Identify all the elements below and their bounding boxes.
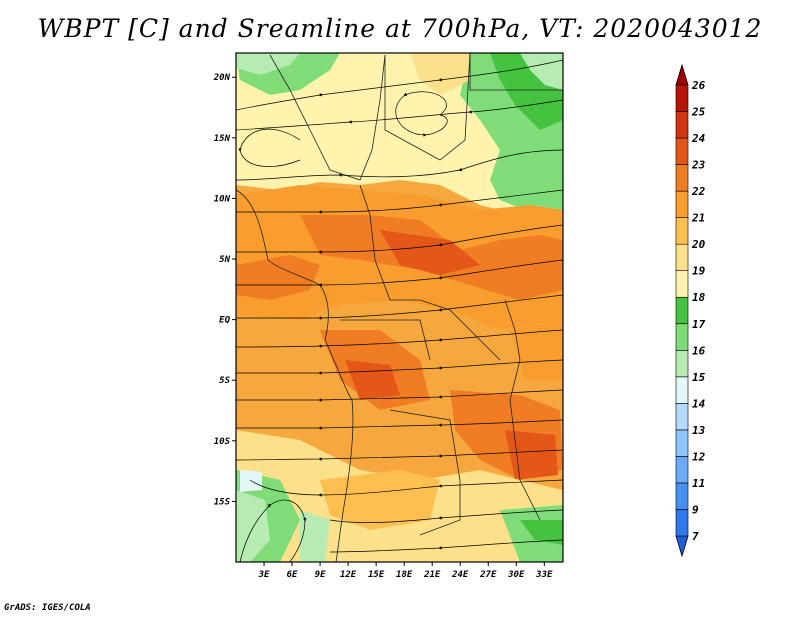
wbpt-shading xyxy=(236,53,563,562)
colorbar-swatch xyxy=(675,296,689,325)
lat-tick-label: 5N xyxy=(219,255,230,265)
lat-tick-label: 10N xyxy=(214,194,231,204)
lat-tick-label: 15S xyxy=(214,497,231,507)
colorbar-label: 21 xyxy=(691,212,705,225)
lat-tick-label: 15N xyxy=(214,134,231,144)
colorbar-swatch xyxy=(675,456,689,484)
chart-title: WBPT [C] and Sreamline at 700hPa, VT: 20… xyxy=(37,14,763,43)
colorbar-swatch xyxy=(675,482,689,510)
colorbar-swatch xyxy=(675,190,689,218)
colorbar-swatch xyxy=(675,243,689,272)
lon-tick-label: 15E xyxy=(368,570,385,580)
colorbar-label: 23 xyxy=(691,159,706,172)
lat-tick-label: 20N xyxy=(213,73,231,83)
lon-tick-label: 21E xyxy=(423,570,441,580)
lat-tick-label: 10S xyxy=(214,437,231,447)
grads-credit: GrADS: IGES/COLA xyxy=(4,603,91,613)
lon-tick-label: 3E xyxy=(258,570,270,580)
colorbar-swatch xyxy=(675,349,689,378)
lat-tick-label: EQ xyxy=(219,316,230,326)
colorbar-label: 16 xyxy=(692,344,706,357)
colorbar-swatch xyxy=(675,111,689,139)
colorbar-swatch xyxy=(675,217,689,245)
colorbar-label: 12 xyxy=(692,450,706,463)
map-frame xyxy=(235,52,564,563)
colorbar-swatch xyxy=(675,84,689,112)
colorbar-swatch xyxy=(675,429,689,457)
colorbar-label: 18 xyxy=(692,291,706,304)
latitude-axis: 20N 15N 10N 5N EQ 5S 10S 15S xyxy=(213,73,236,507)
colorbar-swatch xyxy=(675,164,689,192)
colorbar-min-triangle xyxy=(675,535,689,558)
colorbar-max-triangle xyxy=(675,63,689,86)
colorbar-swatch xyxy=(675,270,689,298)
colorbar-label: 14 xyxy=(692,397,706,410)
colorbar-label: 17 xyxy=(692,318,706,331)
colorbar-label: 11 xyxy=(692,477,705,490)
colorbar-label: 19 xyxy=(692,265,706,278)
colorbar-label: 24 xyxy=(691,132,706,145)
colorbar-label: 9 xyxy=(692,503,699,516)
colorbar-label: 26 xyxy=(691,79,706,92)
colorbar: 7 9 11 12 13 14 15 16 17 18 19 20 21 22 23 24 25 26 xyxy=(675,63,706,558)
colorbar-label: 15 xyxy=(692,371,706,384)
streamlines xyxy=(236,59,563,562)
colorbar-swatch xyxy=(675,323,689,351)
colorbar-label: 25 xyxy=(691,106,706,119)
colorbar-swatch xyxy=(675,376,689,404)
lon-tick-label: 30E xyxy=(507,570,525,580)
lon-tick-label: 33E xyxy=(535,570,553,580)
lon-tick-label: 6E xyxy=(287,570,298,580)
colorbar-label: 22 xyxy=(691,185,706,198)
lon-tick-label: 24E xyxy=(451,570,469,580)
colorbar-swatch xyxy=(675,137,689,165)
colorbar-swatch xyxy=(675,403,689,431)
lat-tick-label: 5S xyxy=(219,376,230,386)
colorbar-swatch xyxy=(675,509,689,537)
colorbar-label: 20 xyxy=(691,238,706,251)
lon-tick-label: 9E xyxy=(315,570,326,580)
lon-tick-label: 27E xyxy=(479,570,497,580)
lon-tick-label: 12E xyxy=(340,570,357,580)
longitude-axis: 3E 6E 9E 12E 15E 18E 21E 24E 27E 30E 33E xyxy=(258,562,553,580)
colorbar-label: 13 xyxy=(692,424,706,437)
lon-tick-label: 18E xyxy=(396,570,413,580)
colorbar-label: 7 xyxy=(692,530,699,543)
